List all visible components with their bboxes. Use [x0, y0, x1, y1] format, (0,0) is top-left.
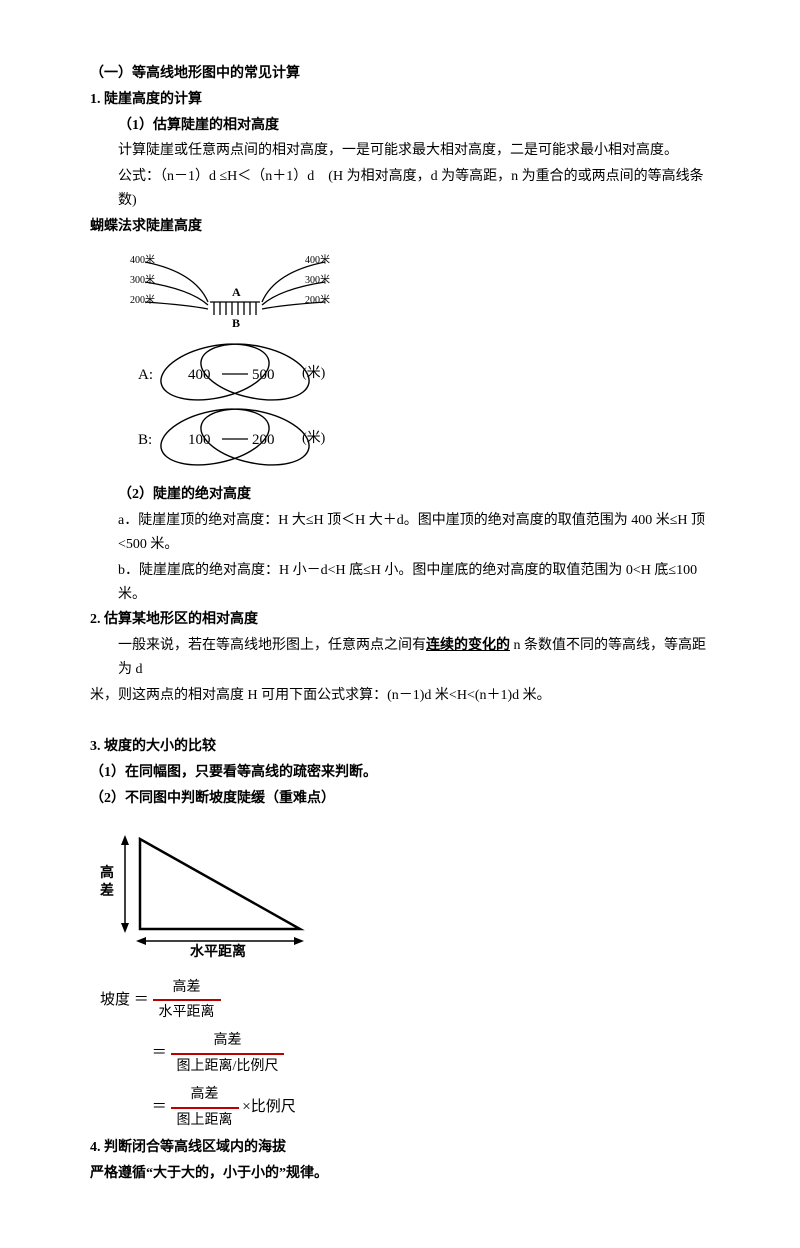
slope-triangle-diagram: 高 差 水平距离 [100, 819, 710, 968]
s3-p1: （1）在同幅图，只要看等高线的疏密来判断。 [90, 761, 710, 785]
s1-sub2-b: b．陡崖崖底的绝对高度：H 小－d<H 底≤H 小。图中崖底的绝对高度的取值范围… [90, 559, 710, 607]
eq3-prefix: ＝ [152, 1099, 167, 1115]
B-lo: 100 [188, 432, 211, 448]
eq3-num: 高差 [171, 1083, 239, 1109]
eq-label: 坡度 ＝ [100, 992, 149, 1008]
tri-height-char1: 高 [100, 864, 114, 881]
s1-sub1-line2: 公式：（n－1）d ≤H＜（n＋1）d (H 为相对高度，d 为等高距，n 为重… [90, 165, 710, 213]
tri-height-char2: 差 [100, 882, 114, 899]
contour-label: 200米 [305, 293, 330, 306]
butterfly-title: 蝴蝶法求陡崖高度 [90, 215, 710, 239]
eq3-den: 图上距离 [171, 1109, 239, 1133]
slope-formula-3: ＝ 高差 图上距离 ×比例尺 [100, 1083, 710, 1133]
s2-title: 2. 估算某地形区的相对高度 [90, 608, 710, 632]
eq2-prefix: ＝ [152, 1045, 167, 1061]
svg-text:B: B [232, 316, 240, 330]
s2-line1-u: 连续的变化的 [426, 638, 510, 653]
s2-line1: 一般来说，若在等高线地形图上，任意两点之间有连续的变化的 n 条数值不同的等高线… [90, 634, 710, 682]
s1-title: 1. 陡崖高度的计算 [90, 88, 710, 112]
A-unit: (米) [302, 365, 326, 381]
s1-sub2-a: a．陡崖崖顶的绝对高度：H 大≤H 顶＜H 大＋d。图中崖顶的绝对高度的取值范围… [90, 509, 710, 557]
contour-label: 300米 [305, 273, 330, 286]
s1-sub1-line1: 计算陡崖或任意两点间的相对高度，一是可能求最大相对高度，二是可能求最小相对高度。 [90, 139, 710, 163]
butterfly-diagram: A B 400米 300米 200米 400米 300米 200米 A: 400… [130, 247, 710, 476]
contour-label: 400米 [305, 253, 330, 266]
A-hi: 500 [252, 367, 275, 383]
s1-sub1-title: （1）估算陡崖的相对高度 [90, 114, 710, 138]
s1-sub2-title: （2）陡崖的绝对高度 [90, 483, 710, 507]
s2-line2: 米，则这两点的相对高度 H 可用下面公式求算：(n－1)d 米<H<(n＋1)d… [90, 684, 710, 708]
tri-base-label: 水平距离 [190, 943, 246, 959]
contour-label: 300米 [130, 273, 155, 286]
eq1-den: 水平距离 [153, 1001, 221, 1025]
s3-title: 3. 坡度的大小的比较 [90, 735, 710, 759]
s4-title: 4. 判断闭合等高线区域内的海拔 [90, 1136, 710, 1160]
eq2-num: 高差 [171, 1029, 285, 1055]
section-1-title: （一）等高线地形图中的常见计算 [90, 62, 710, 86]
contour-label: 200米 [130, 293, 155, 306]
A-lo: 400 [188, 367, 211, 383]
s3-p2: （2）不同图中判断坡度陡缓（重难点） [90, 787, 710, 811]
B-unit: (米) [302, 430, 326, 446]
contour-label: 400米 [130, 253, 155, 266]
eq1-num: 高差 [153, 976, 221, 1002]
s2-line1-a: 一般来说，若在等高线地形图上，任意两点之间有 [118, 638, 426, 653]
svg-text:A: A [232, 285, 241, 299]
slope-formula-1: 坡度 ＝ 高差 水平距离 [100, 976, 710, 1026]
A-label: A: [138, 367, 153, 383]
eq2-den: 图上距离/比例尺 [171, 1055, 285, 1079]
B-label: B: [138, 432, 152, 448]
slope-formula-2: ＝ 高差 图上距离/比例尺 [100, 1029, 710, 1079]
eq3-suffix: ×比例尺 [242, 1099, 295, 1115]
B-hi: 200 [252, 432, 275, 448]
s4-rule: 严格遵循“大于大的，小于小的”规律。 [90, 1162, 710, 1186]
